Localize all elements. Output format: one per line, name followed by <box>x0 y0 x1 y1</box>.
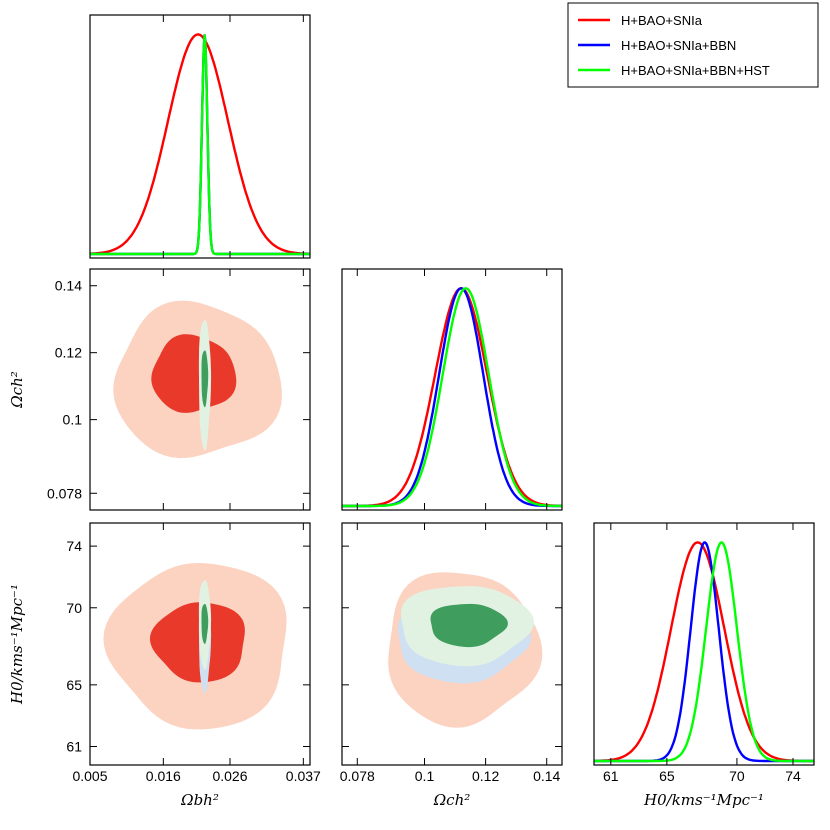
contour-region <box>201 350 209 408</box>
panel-frame <box>89 268 311 511</box>
y-axis-label: H0/kms⁻¹Mpc⁻¹ <box>8 584 26 705</box>
panel-frame <box>341 522 563 766</box>
panel-frame <box>89 14 311 259</box>
marginal-panel-omega_b <box>90 33 310 256</box>
marginal-curve <box>594 541 814 763</box>
contour-region <box>151 334 237 413</box>
marginal-panel-omega_c <box>342 287 562 508</box>
x-tick-label: 0.12 <box>472 768 499 784</box>
x-tick-label: 70 <box>729 768 745 784</box>
y-axis-label: Ωch² <box>8 371 26 409</box>
x-tick-label: 0.078 <box>340 768 375 784</box>
panel-frame <box>341 268 563 511</box>
x-tick-label: 74 <box>785 768 801 784</box>
x-axis-label: Ωch² <box>433 791 471 809</box>
marginal-curve <box>594 541 814 763</box>
y-tick-label: 74 <box>66 538 82 554</box>
x-tick-label: 0.037 <box>286 768 321 784</box>
marginal-curve <box>90 33 310 256</box>
y-tick-label: 0.14 <box>55 278 82 294</box>
y-tick-label: 61 <box>66 739 82 755</box>
legend-label: H+BAO+SNIa+BBN <box>621 38 736 53</box>
x-tick-label: 0.026 <box>212 768 247 784</box>
x-axis-label: H0/kms⁻¹Mpc⁻¹ <box>643 791 764 809</box>
legend: H+BAO+SNIa H+BAO+SNIa+BBN H+BAO+SNIa+BBN+H… <box>567 2 819 88</box>
marginal-curve <box>342 287 562 508</box>
x-tick-label: 0.14 <box>533 768 560 784</box>
contour-region <box>149 602 245 683</box>
contour-panel-omega_b-H0 <box>103 563 287 730</box>
y-tick-label: 65 <box>66 677 82 693</box>
y-tick-label: 0.12 <box>55 345 82 361</box>
contour-panel-omega_b-omega_c <box>113 300 282 459</box>
panel-frame <box>593 522 815 766</box>
contour-region <box>201 603 209 644</box>
y-tick-label: 0.078 <box>47 485 82 501</box>
x-tick-label: 0.005 <box>72 768 107 784</box>
x-tick-label: 61 <box>603 768 619 784</box>
marginal-panel-H0 <box>594 541 814 763</box>
y-tick-label: 70 <box>66 600 82 616</box>
contour-region <box>430 603 508 648</box>
x-tick-label: 65 <box>659 768 675 784</box>
x-tick-label: 0.016 <box>146 768 181 784</box>
x-tick-label: 0.1 <box>415 768 435 784</box>
x-axis-label: Ωbh² <box>180 791 219 809</box>
legend-label: H+BAO+SNIa <box>621 13 703 28</box>
legend-label: H+BAO+SNIa+BBN+HST <box>621 63 770 78</box>
contour-panel-omega_c-H0 <box>388 572 543 728</box>
marginal-curve <box>90 34 310 256</box>
y-tick-label: 0.1 <box>63 412 83 428</box>
panel-frame <box>89 522 311 766</box>
